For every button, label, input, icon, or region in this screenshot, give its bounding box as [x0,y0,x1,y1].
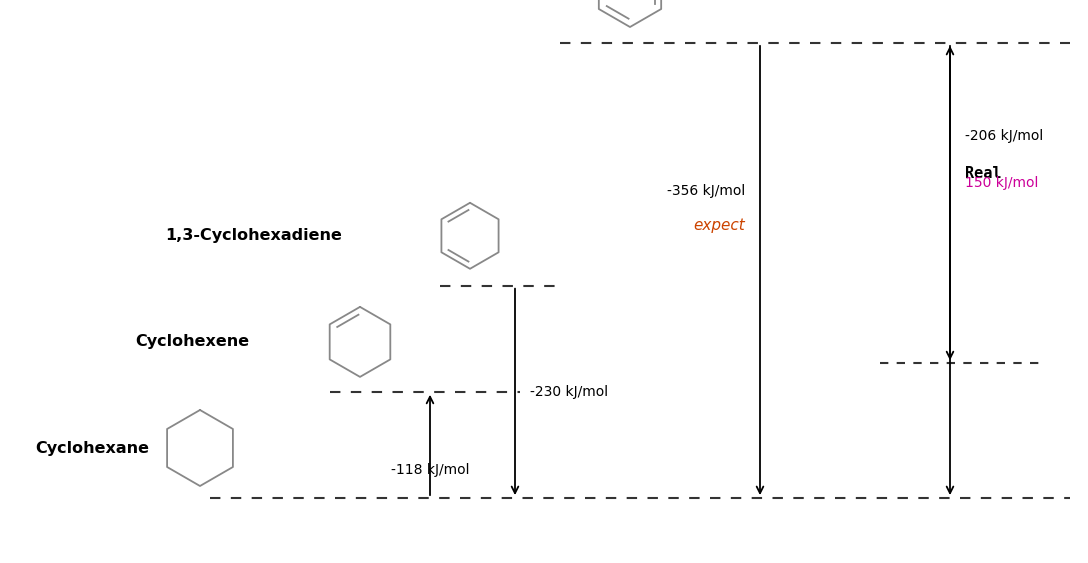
Text: Cyclohexene: Cyclohexene [135,334,249,350]
Text: -206 kJ/mol: -206 kJ/mol [965,128,1043,142]
Text: Real: Real [965,166,1001,181]
Text: 150 kJ/mol: 150 kJ/mol [965,176,1038,190]
Text: 1,3-Cyclohexadiene: 1,3-Cyclohexadiene [165,228,342,243]
Text: -230 kJ/mol: -230 kJ/mol [530,385,608,399]
Text: -118 kJ/mol: -118 kJ/mol [391,463,469,477]
Text: -356 kJ/mol: -356 kJ/mol [667,184,745,198]
Text: Cyclohexane: Cyclohexane [35,440,149,455]
Text: expect: expect [693,217,745,233]
